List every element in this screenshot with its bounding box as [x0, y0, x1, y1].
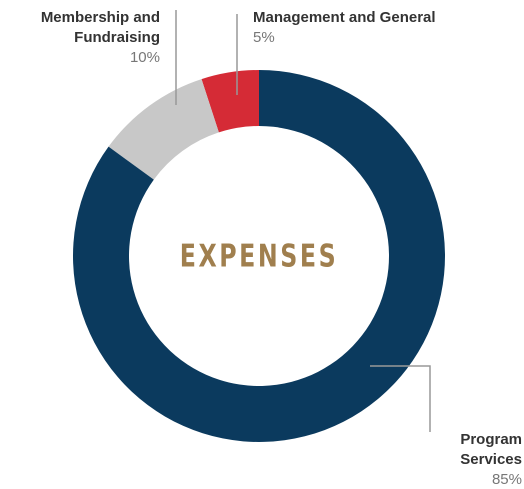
- value-label: 5%: [253, 29, 275, 46]
- value-label: 10%: [129, 49, 160, 66]
- donut-segment: [108, 79, 219, 180]
- center-label: EXPENSES: [180, 238, 339, 275]
- leader-line: [370, 365, 431, 432]
- slice-label: Management and General 5%: [253, 8, 513, 48]
- slice-label: Program Services 85%: [432, 430, 522, 489]
- donut-segment: [72, 70, 446, 443]
- donut-segment: [201, 70, 259, 133]
- category-name: Membership and Fundraising: [40, 9, 160, 46]
- slice-label: Membership and Fundraising 10%: [0, 8, 160, 68]
- category-name: Management and General: [253, 9, 436, 26]
- value-label: 85%: [491, 471, 522, 488]
- category-name: Program Services: [460, 431, 522, 468]
